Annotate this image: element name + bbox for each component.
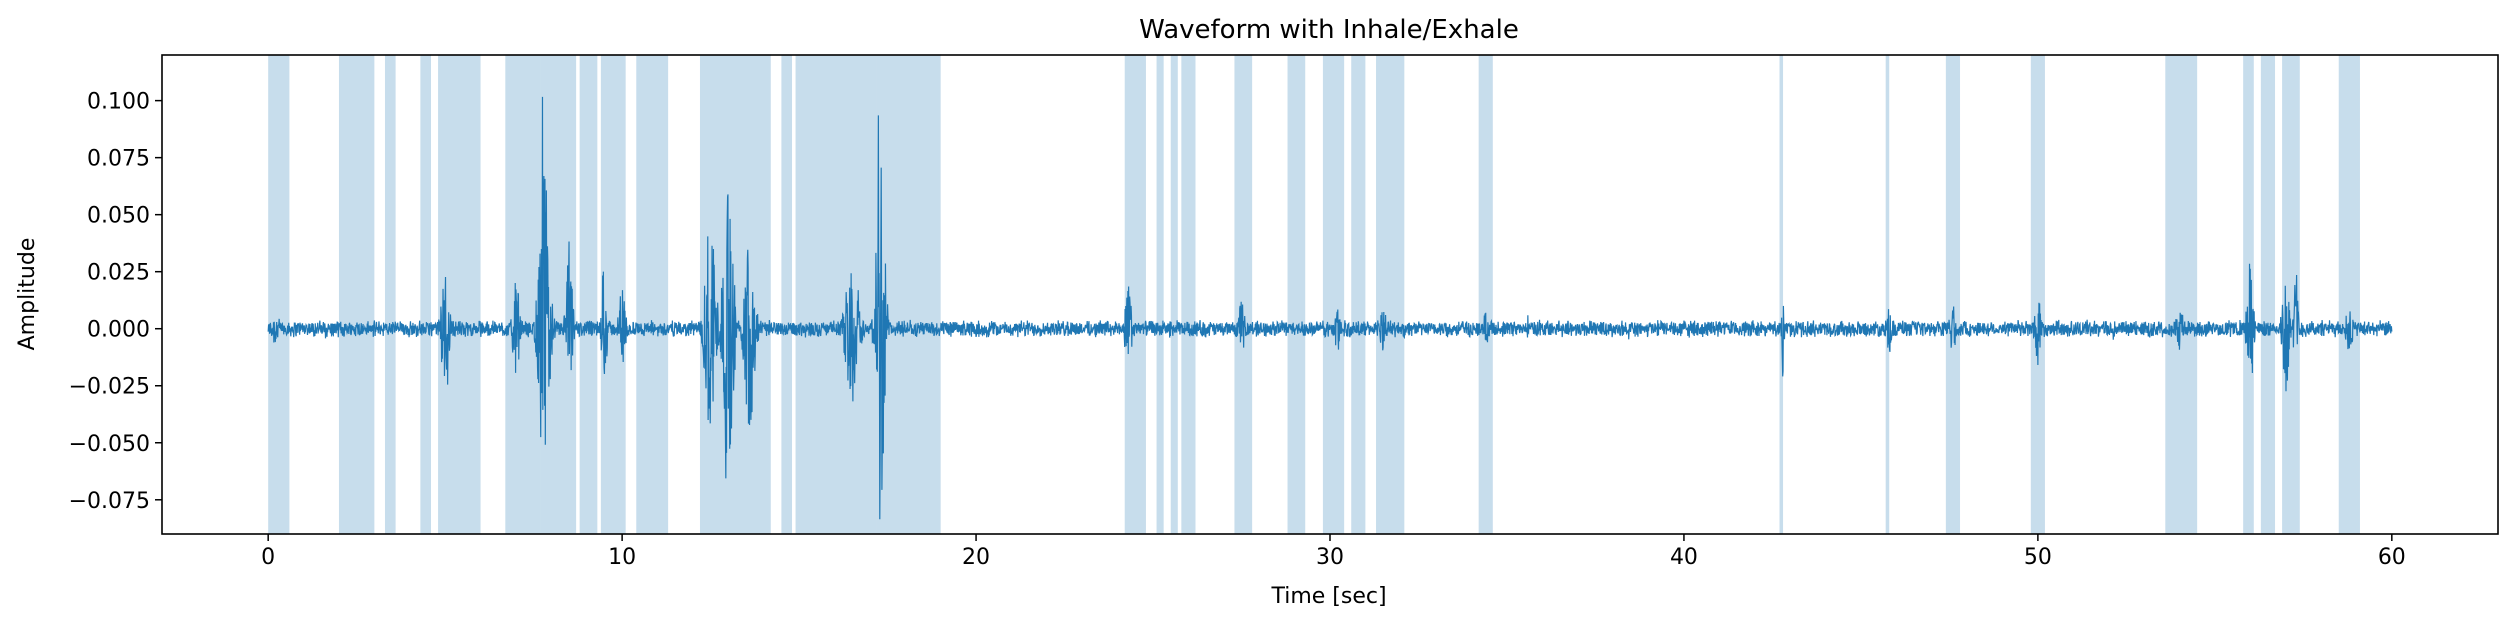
y-tick-label: 0.100: [87, 90, 150, 115]
breath-span-24: [1478, 55, 1493, 534]
y-tick-label: 0.075: [87, 147, 150, 172]
breath-span-31: [2260, 55, 2276, 534]
breath-span-28: [2030, 55, 2045, 534]
x-tick-label: 40: [1670, 545, 1698, 570]
breath-span-2: [384, 55, 396, 534]
breath-span-18: [1181, 55, 1196, 534]
breath-span-26: [1885, 55, 1890, 534]
breath-span-25: [1779, 55, 1784, 534]
breath-span-33: [2338, 55, 2360, 534]
breath-span-5: [505, 55, 541, 534]
breath-span-21: [1322, 55, 1345, 534]
y-tick-label: −0.075: [69, 489, 150, 514]
breath-span-29: [2165, 55, 2198, 534]
breath-span-9: [636, 55, 669, 534]
x-tick-label: 60: [2378, 545, 2406, 570]
y-axis-label: Amplitude: [15, 238, 40, 351]
breath-span-23: [1376, 55, 1405, 534]
breath-span-19: [1234, 55, 1253, 534]
x-tick-label: 0: [261, 545, 275, 570]
y-tick-label: 0.000: [87, 318, 150, 343]
breath-span-32: [2282, 55, 2300, 534]
breath-span-22: [1351, 55, 1366, 534]
breath-span-12: [795, 55, 877, 534]
y-tick-label: 0.050: [87, 204, 150, 229]
x-tick-label: 10: [608, 545, 636, 570]
breath-span-3: [420, 55, 431, 534]
waveform-series-line: [267, 96, 2393, 520]
y-tick-label: 0.025: [87, 261, 150, 286]
breath-span-27: [1945, 55, 1961, 534]
breath-span-4: [438, 55, 481, 534]
x-tick-label: 30: [1316, 545, 1344, 570]
breath-span-14: [919, 55, 941, 534]
x-tick-label: 50: [2024, 545, 2052, 570]
x-axis-ticks: 0 10 20 30 40 50 60: [261, 534, 2406, 570]
breath-span-16: [1156, 55, 1164, 534]
breath-span-20: [1287, 55, 1306, 534]
breath-span-1: [338, 55, 375, 534]
breath-span-10: [699, 55, 771, 534]
chart-title: Waveform with Inhale/Exhale: [1139, 15, 1519, 45]
y-tick-label: −0.050: [69, 432, 150, 457]
x-axis-label: Time [sec]: [1270, 584, 1386, 609]
breath-span-15: [1124, 55, 1146, 534]
x-tick-label: 20: [962, 545, 990, 570]
y-axis-ticks: −0.075 −0.050 −0.025 0.000 0.025 0.050 0.075 0.…: [69, 90, 162, 514]
breath-span-30: [2243, 55, 2254, 534]
breath-span-11: [781, 55, 793, 534]
inhale-exhale-spans: [268, 55, 2360, 534]
breath-span-7: [579, 55, 598, 534]
breath-span-8: [600, 55, 626, 534]
breath-span-17: [1170, 55, 1178, 534]
y-tick-label: −0.025: [69, 375, 150, 400]
breath-span-0: [268, 55, 290, 534]
